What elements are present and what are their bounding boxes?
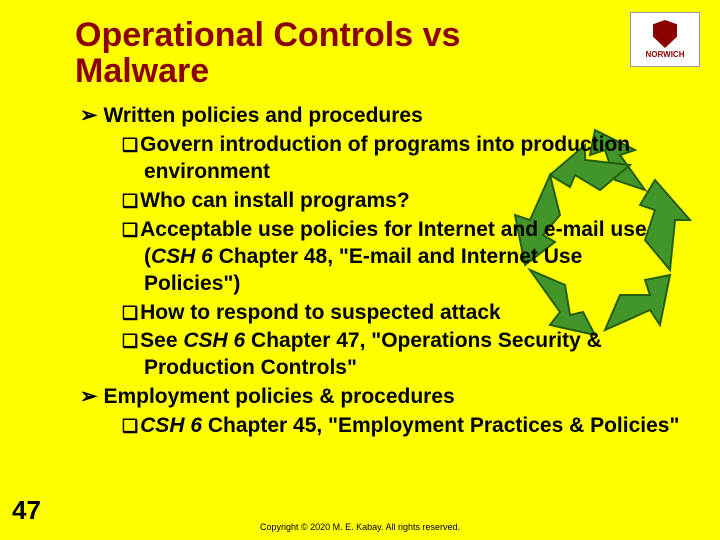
slide-title: Operational Controls vs Malware bbox=[75, 18, 680, 89]
bullet-level1: Employment policies & procedures bbox=[80, 384, 680, 411]
bullet-text: See bbox=[140, 329, 183, 352]
bullet-text: Written policies and procedures bbox=[103, 104, 422, 127]
bullet-level2: Who can install programs? bbox=[122, 188, 680, 215]
title-line-1: Operational Controls vs bbox=[75, 16, 460, 54]
bullet-text: Govern introduction of programs into pro… bbox=[140, 133, 630, 183]
bullet-level2: How to respond to suspected attack bbox=[122, 300, 680, 327]
slide: NORWICH Operational Controls vs Malware … bbox=[0, 0, 720, 540]
bullet-text: Who can install programs? bbox=[140, 189, 410, 212]
copyright-text: Copyright © 2020 M. E. Kabay. All rights… bbox=[260, 522, 460, 532]
page-number: 47 bbox=[12, 495, 41, 526]
bullet-text-italic: CSH 6 bbox=[183, 329, 245, 352]
bullet-level2: See CSH 6 Chapter 47, "Operations Securi… bbox=[122, 328, 680, 382]
bullet-text-italic: CSH 6 bbox=[140, 414, 202, 437]
bullet-text: How to respond to suspected attack bbox=[140, 301, 501, 324]
content-body: Written policies and procedures Govern i… bbox=[80, 103, 680, 440]
bullet-level2: Govern introduction of programs into pro… bbox=[122, 132, 680, 186]
shield-icon bbox=[653, 20, 677, 48]
title-line-2: Malware bbox=[75, 52, 209, 90]
bullet-text-italic: CSH 6 bbox=[151, 245, 213, 268]
university-logo: NORWICH bbox=[630, 12, 700, 67]
bullet-text: Employment policies & procedures bbox=[103, 385, 454, 408]
bullet-level2: CSH 6 Chapter 45, "Employment Practices … bbox=[122, 413, 680, 440]
bullet-text: Chapter 45, "Employment Practices & Poli… bbox=[202, 414, 679, 437]
logo-text: NORWICH bbox=[646, 50, 685, 59]
bullet-level1: Written policies and procedures bbox=[80, 103, 680, 130]
bullet-level2: Acceptable use policies for Internet and… bbox=[122, 217, 680, 298]
